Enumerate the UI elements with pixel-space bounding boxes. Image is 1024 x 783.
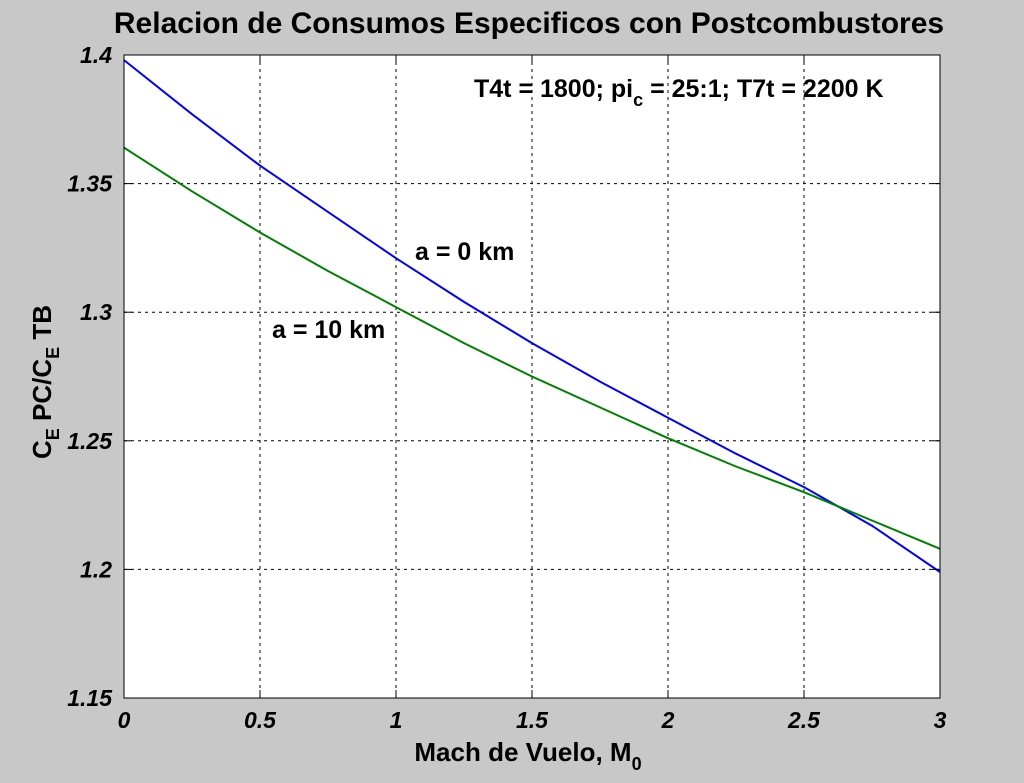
x-axis-label: Mach de Vuelo, M0	[414, 737, 641, 774]
series-line-a-10-km	[123, 146, 941, 550]
series-label-a-0-km: a = 0 km	[415, 238, 514, 266]
chart-title: Relacion de Consumos Especificos con Pos…	[114, 7, 944, 40]
x-tick-label: 2.5	[787, 707, 821, 733]
parameters-annotation-text: T4t = 1800; pi	[474, 75, 633, 103]
y-axis-label: CE PC/CE TB	[27, 305, 63, 459]
series-label-a-10-km: a = 10 km	[272, 316, 385, 344]
y-axis-label-sub1: E	[43, 428, 63, 440]
y-axis-label-sub2: E	[43, 347, 63, 359]
y-axis-label-part3: TB	[27, 305, 57, 347]
x-tick-labels: 0 0.5 1 1.5 2 2.5 3	[118, 707, 947, 733]
x-tick-label: 2	[661, 707, 675, 733]
x-axis-label-text: Mach de Vuelo, M	[414, 737, 631, 767]
tick-marks	[123, 54, 941, 699]
series-lines	[123, 59, 941, 573]
parameters-annotation: T4t = 1800; pic = 25:1; T7t = 2200 K	[474, 75, 884, 110]
y-tick-label: 1.25	[67, 428, 113, 454]
y-axis-label-part2: PC/C	[27, 359, 57, 429]
y-tick-label: 1.35	[67, 171, 113, 197]
y-tick-label: 1.4	[80, 42, 112, 68]
y-tick-label: 1.3	[80, 299, 112, 325]
parameters-annotation-subscript: c	[633, 90, 643, 110]
x-tick-label: 0.5	[244, 707, 277, 733]
y-tick-label: 1.2	[80, 556, 112, 582]
y-axis-label-part1: C	[27, 440, 57, 459]
x-tick-label: 1.5	[516, 707, 549, 733]
x-tick-label: 3	[934, 707, 947, 733]
y-tick-labels: 1.15 1.2 1.25 1.3 1.35 1.4	[67, 42, 113, 711]
series-line-a-0-km	[123, 59, 941, 573]
grid-lines	[124, 55, 940, 698]
parameters-annotation-text-after: = 25:1; T7t = 2200 K	[643, 75, 883, 103]
x-tick-label: 0	[118, 707, 131, 733]
y-tick-label: 1.15	[67, 685, 113, 711]
x-tick-label: 1	[390, 707, 403, 733]
x-axis-label-subscript: 0	[632, 754, 642, 774]
